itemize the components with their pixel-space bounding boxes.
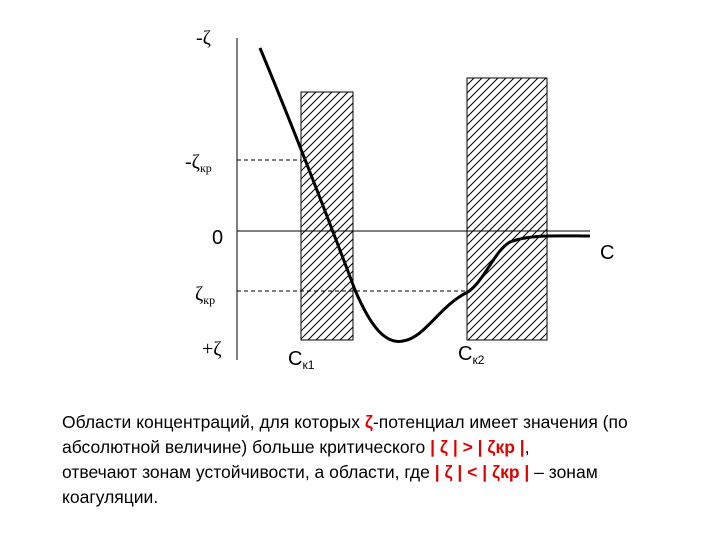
zeta-symbol: ζ [364,412,373,432]
label-neg-zeta: -ζ [196,27,211,49]
stability-condition: | ζ | > | ζкр | [430,437,525,457]
label-zeta-cr: ζкр [195,283,215,307]
caption: Области концентраций, для которых ζ-поте… [62,410,682,510]
caption-line-1: Области концентраций, для которых ζ-поте… [62,412,628,432]
caption-line-4: коагуляции. [62,487,159,507]
zeta-potential-diagram: -ζ -ζкр 0 ζкр +ζ C Ск1 Ск2 [185,27,614,372]
label-zero: 0 [212,227,223,249]
caption-line-2: абсолютной величине) больше критического… [62,437,530,457]
label-ck2: Ск2 [458,343,485,367]
label-x-axis-c: C [600,242,614,264]
zeta-potential-curve [258,47,591,343]
hatched-zone-2 [466,77,548,341]
coagulation-condition: | ζ | < | ζкр | [434,462,530,482]
label-pos-zeta: +ζ [202,338,222,360]
label-ck1: Ск1 [288,348,315,372]
label-neg-zeta-cr: -ζкр [185,151,212,175]
caption-line-3: отвечают зонам устойчивости, а области, … [62,462,598,482]
